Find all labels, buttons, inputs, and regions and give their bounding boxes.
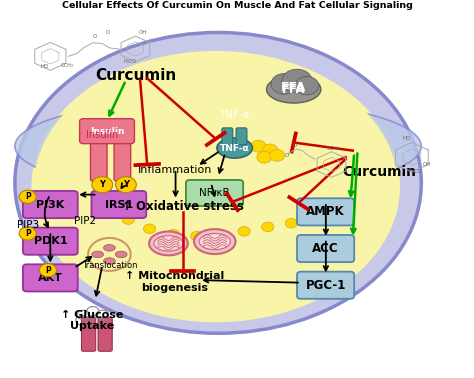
FancyBboxPatch shape: [236, 128, 247, 145]
Text: ↑ Mitochondrial
biogenesis: ↑ Mitochondrial biogenesis: [125, 271, 224, 293]
Circle shape: [116, 177, 137, 193]
Text: ACC: ACC: [312, 242, 339, 255]
Text: H₃CO: H₃CO: [408, 169, 421, 174]
Text: ↑ Glucose
Uptake: ↑ Glucose Uptake: [61, 310, 123, 331]
FancyBboxPatch shape: [114, 137, 131, 181]
Title: Cellular Effects Of Curcumin On Muscle And Fat Cellular Signaling: Cellular Effects Of Curcumin On Muscle A…: [62, 1, 412, 10]
Ellipse shape: [31, 51, 400, 322]
FancyBboxPatch shape: [23, 264, 78, 291]
Text: O: O: [293, 143, 297, 148]
FancyBboxPatch shape: [297, 272, 354, 299]
Text: PIP3: PIP3: [17, 220, 39, 230]
Text: Curcumin: Curcumin: [95, 68, 176, 83]
Text: O: O: [93, 34, 97, 39]
Text: PDK1: PDK1: [34, 236, 67, 246]
FancyBboxPatch shape: [186, 180, 243, 206]
Circle shape: [19, 227, 36, 240]
Ellipse shape: [91, 251, 103, 258]
Text: H₃CO: H₃CO: [124, 59, 137, 64]
Text: AKT: AKT: [38, 273, 63, 283]
Text: OH: OH: [422, 163, 431, 167]
Ellipse shape: [115, 251, 127, 258]
FancyBboxPatch shape: [82, 317, 96, 351]
Text: Y: Y: [100, 180, 105, 189]
Circle shape: [262, 222, 274, 232]
Circle shape: [339, 215, 352, 224]
Ellipse shape: [199, 234, 230, 250]
Ellipse shape: [15, 33, 421, 333]
FancyBboxPatch shape: [98, 317, 112, 351]
FancyBboxPatch shape: [222, 128, 233, 145]
Ellipse shape: [103, 245, 115, 251]
Text: P: P: [45, 266, 51, 275]
Text: PI3K: PI3K: [36, 200, 64, 209]
Text: TNF-α: TNF-α: [219, 110, 250, 120]
Text: IRS1: IRS1: [105, 200, 133, 209]
FancyBboxPatch shape: [80, 119, 135, 144]
Ellipse shape: [149, 231, 188, 255]
Circle shape: [191, 231, 203, 241]
Text: TNF-α: TNF-α: [220, 144, 249, 153]
Circle shape: [295, 76, 319, 95]
Text: Insulin: Insulin: [86, 130, 118, 140]
Ellipse shape: [266, 76, 321, 103]
FancyBboxPatch shape: [91, 137, 107, 181]
Circle shape: [238, 226, 250, 236]
Ellipse shape: [103, 258, 115, 264]
FancyBboxPatch shape: [23, 228, 78, 255]
Circle shape: [304, 215, 317, 225]
Text: FFA: FFA: [282, 83, 306, 96]
Text: O: O: [106, 30, 110, 35]
Circle shape: [122, 215, 135, 224]
Text: Insulin: Insulin: [90, 127, 124, 136]
Circle shape: [271, 74, 298, 94]
Circle shape: [323, 214, 335, 224]
FancyBboxPatch shape: [23, 191, 78, 218]
Text: P: P: [25, 192, 30, 201]
Circle shape: [92, 177, 113, 193]
Circle shape: [167, 229, 179, 239]
Text: PGC-1: PGC-1: [305, 279, 346, 292]
Ellipse shape: [15, 99, 421, 194]
Circle shape: [251, 140, 266, 152]
Circle shape: [19, 190, 36, 203]
Ellipse shape: [194, 229, 236, 254]
FancyBboxPatch shape: [297, 198, 354, 225]
Circle shape: [144, 224, 156, 234]
Text: HO: HO: [41, 64, 49, 69]
Text: Inflammation: Inflammation: [138, 165, 213, 175]
Text: HO: HO: [402, 136, 411, 141]
Text: AMPK: AMPK: [306, 205, 345, 218]
Text: Y: Y: [123, 180, 129, 189]
Text: PIP2: PIP2: [74, 216, 96, 226]
FancyBboxPatch shape: [91, 191, 146, 218]
Text: OCH₃: OCH₃: [61, 64, 74, 68]
Ellipse shape: [154, 235, 183, 251]
Circle shape: [39, 263, 56, 277]
Circle shape: [282, 69, 312, 93]
Text: P: P: [25, 229, 30, 238]
Text: ↑ Oxidative stress: ↑ Oxidative stress: [122, 200, 244, 213]
Text: OCH₃: OCH₃: [327, 146, 340, 151]
Text: Translocation: Translocation: [82, 261, 137, 270]
FancyBboxPatch shape: [297, 235, 354, 262]
Text: O: O: [284, 153, 289, 158]
Circle shape: [285, 218, 298, 228]
Circle shape: [263, 144, 278, 156]
Text: OH: OH: [139, 30, 147, 35]
Text: Curcumin: Curcumin: [342, 165, 416, 179]
Circle shape: [214, 230, 227, 240]
Text: FFA: FFA: [281, 81, 306, 94]
Ellipse shape: [217, 138, 252, 158]
Circle shape: [270, 150, 285, 161]
Ellipse shape: [34, 54, 398, 319]
Circle shape: [257, 151, 272, 163]
Text: NF-κB: NF-κB: [199, 188, 230, 198]
